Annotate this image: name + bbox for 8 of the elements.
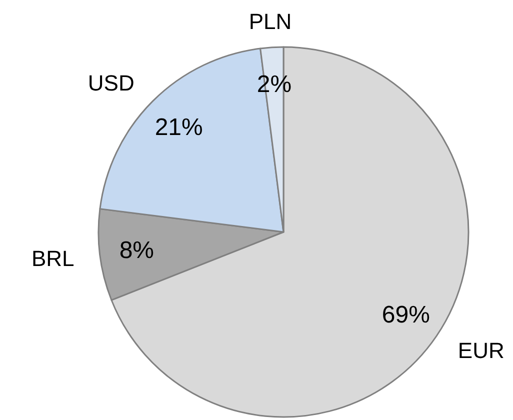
slice-label: EUR: [458, 338, 504, 364]
data-label: 69%: [382, 302, 430, 329]
slice-label: PLN: [248, 9, 292, 34]
slice-label: BRL: [31, 246, 74, 271]
data-label: 21%: [154, 114, 203, 141]
slice-label: USD: [88, 70, 134, 96]
data-label: 8%: [119, 237, 154, 264]
data-label: 2%: [256, 70, 292, 98]
